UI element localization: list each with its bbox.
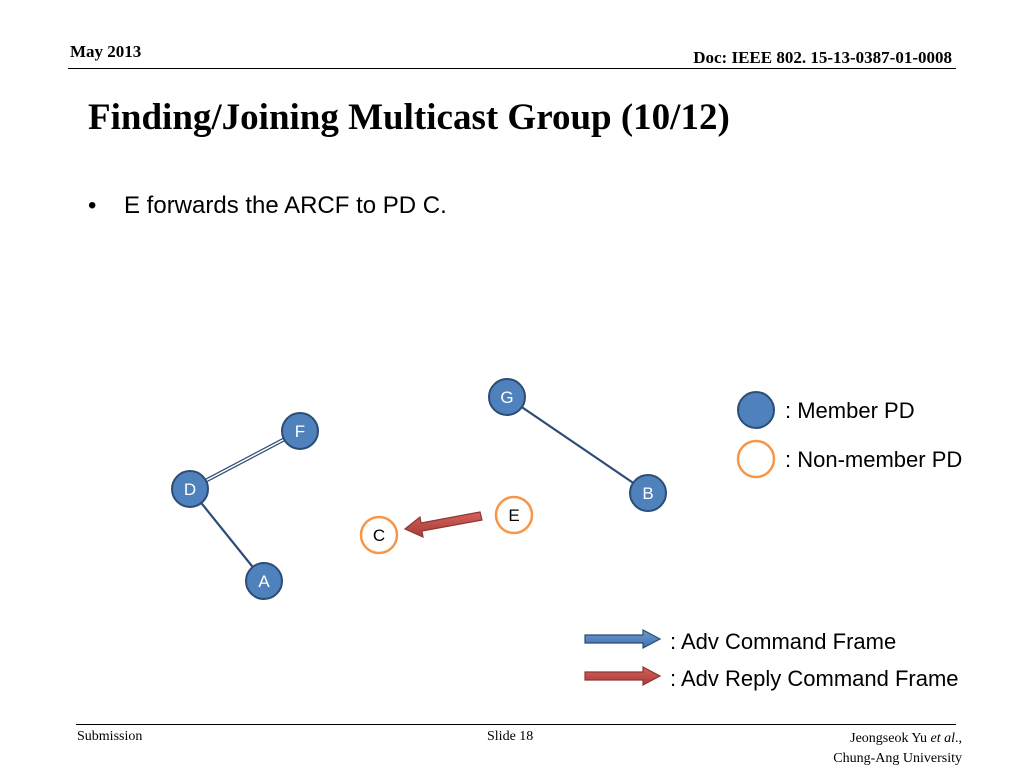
legend: : Member PD : Non-member PD : Adv Comman…: [584, 391, 962, 691]
link-d-a: [189, 488, 265, 582]
legend-adv: : Adv Command Frame: [584, 629, 896, 654]
member-node-g: G: [488, 378, 526, 416]
legend-adv-reply: : Adv Reply Command Frame: [584, 666, 959, 691]
bullet-marker: •: [88, 192, 97, 219]
footer-submission: Submission: [77, 729, 143, 744]
legend-member-label: : Member PD: [785, 398, 915, 423]
legend-adv-label: : Adv Command Frame: [670, 629, 896, 654]
legend-non-member-label: : Non-member PD: [785, 447, 962, 472]
legend-non-member-swatch: [736, 439, 776, 479]
footer-author-name: Jeongseok Yu: [850, 731, 927, 746]
link-g-b: [506, 396, 649, 494]
legend-member: : Member PD: [737, 391, 915, 429]
member-node-b: B: [629, 474, 667, 512]
bullet-text: E forwards the ARCF to PD C.: [124, 192, 447, 219]
footer-author-etal: et al: [930, 731, 956, 746]
non-member-node-c: C: [359, 515, 399, 555]
node-label-c: C: [373, 526, 385, 545]
member-node-f: F: [281, 412, 319, 450]
node-label-f: F: [295, 422, 305, 441]
member-node-a: A: [245, 562, 283, 600]
member-node-d: D: [171, 470, 209, 508]
footer-organization: Chung-Ang University: [833, 751, 962, 766]
node-label-d: D: [184, 480, 196, 499]
header-doc-id: Doc: IEEE 802. 15-13-0387-01-0008: [693, 48, 952, 67]
footer-divider: [76, 724, 956, 725]
header-date: May 2013: [70, 42, 142, 61]
footer-author-line: Jeongseok Yu et al.,: [833, 729, 962, 749]
bullet-item: • E forwards the ARCF to PD C.: [88, 192, 447, 220]
node-label-b: B: [642, 484, 653, 503]
link-d-f: [189, 429, 301, 491]
footer-author: Jeongseok Yu et al., Chung-Ang Universit…: [833, 729, 962, 769]
header-divider: [68, 68, 956, 69]
node-label-g: G: [500, 388, 513, 407]
footer-slide-number: Slide 18: [487, 729, 534, 744]
legend-adv-reply-label: : Adv Reply Command Frame: [670, 666, 959, 691]
slide-title: Finding/Joining Multicast Group (10/12): [88, 97, 730, 138]
legend-non-member: : Non-member PD: [736, 439, 962, 479]
footer-author-tail: .,: [955, 731, 962, 746]
legend-member-swatch: [737, 391, 775, 429]
reply-arrow-e-to-c: [403, 511, 483, 539]
non-member-node-e: E: [494, 495, 534, 535]
node-label-e: E: [508, 506, 519, 525]
legend-adv-reply-arrow: [584, 666, 662, 686]
legend-adv-arrow: [584, 629, 662, 649]
node-label-a: A: [258, 572, 270, 591]
